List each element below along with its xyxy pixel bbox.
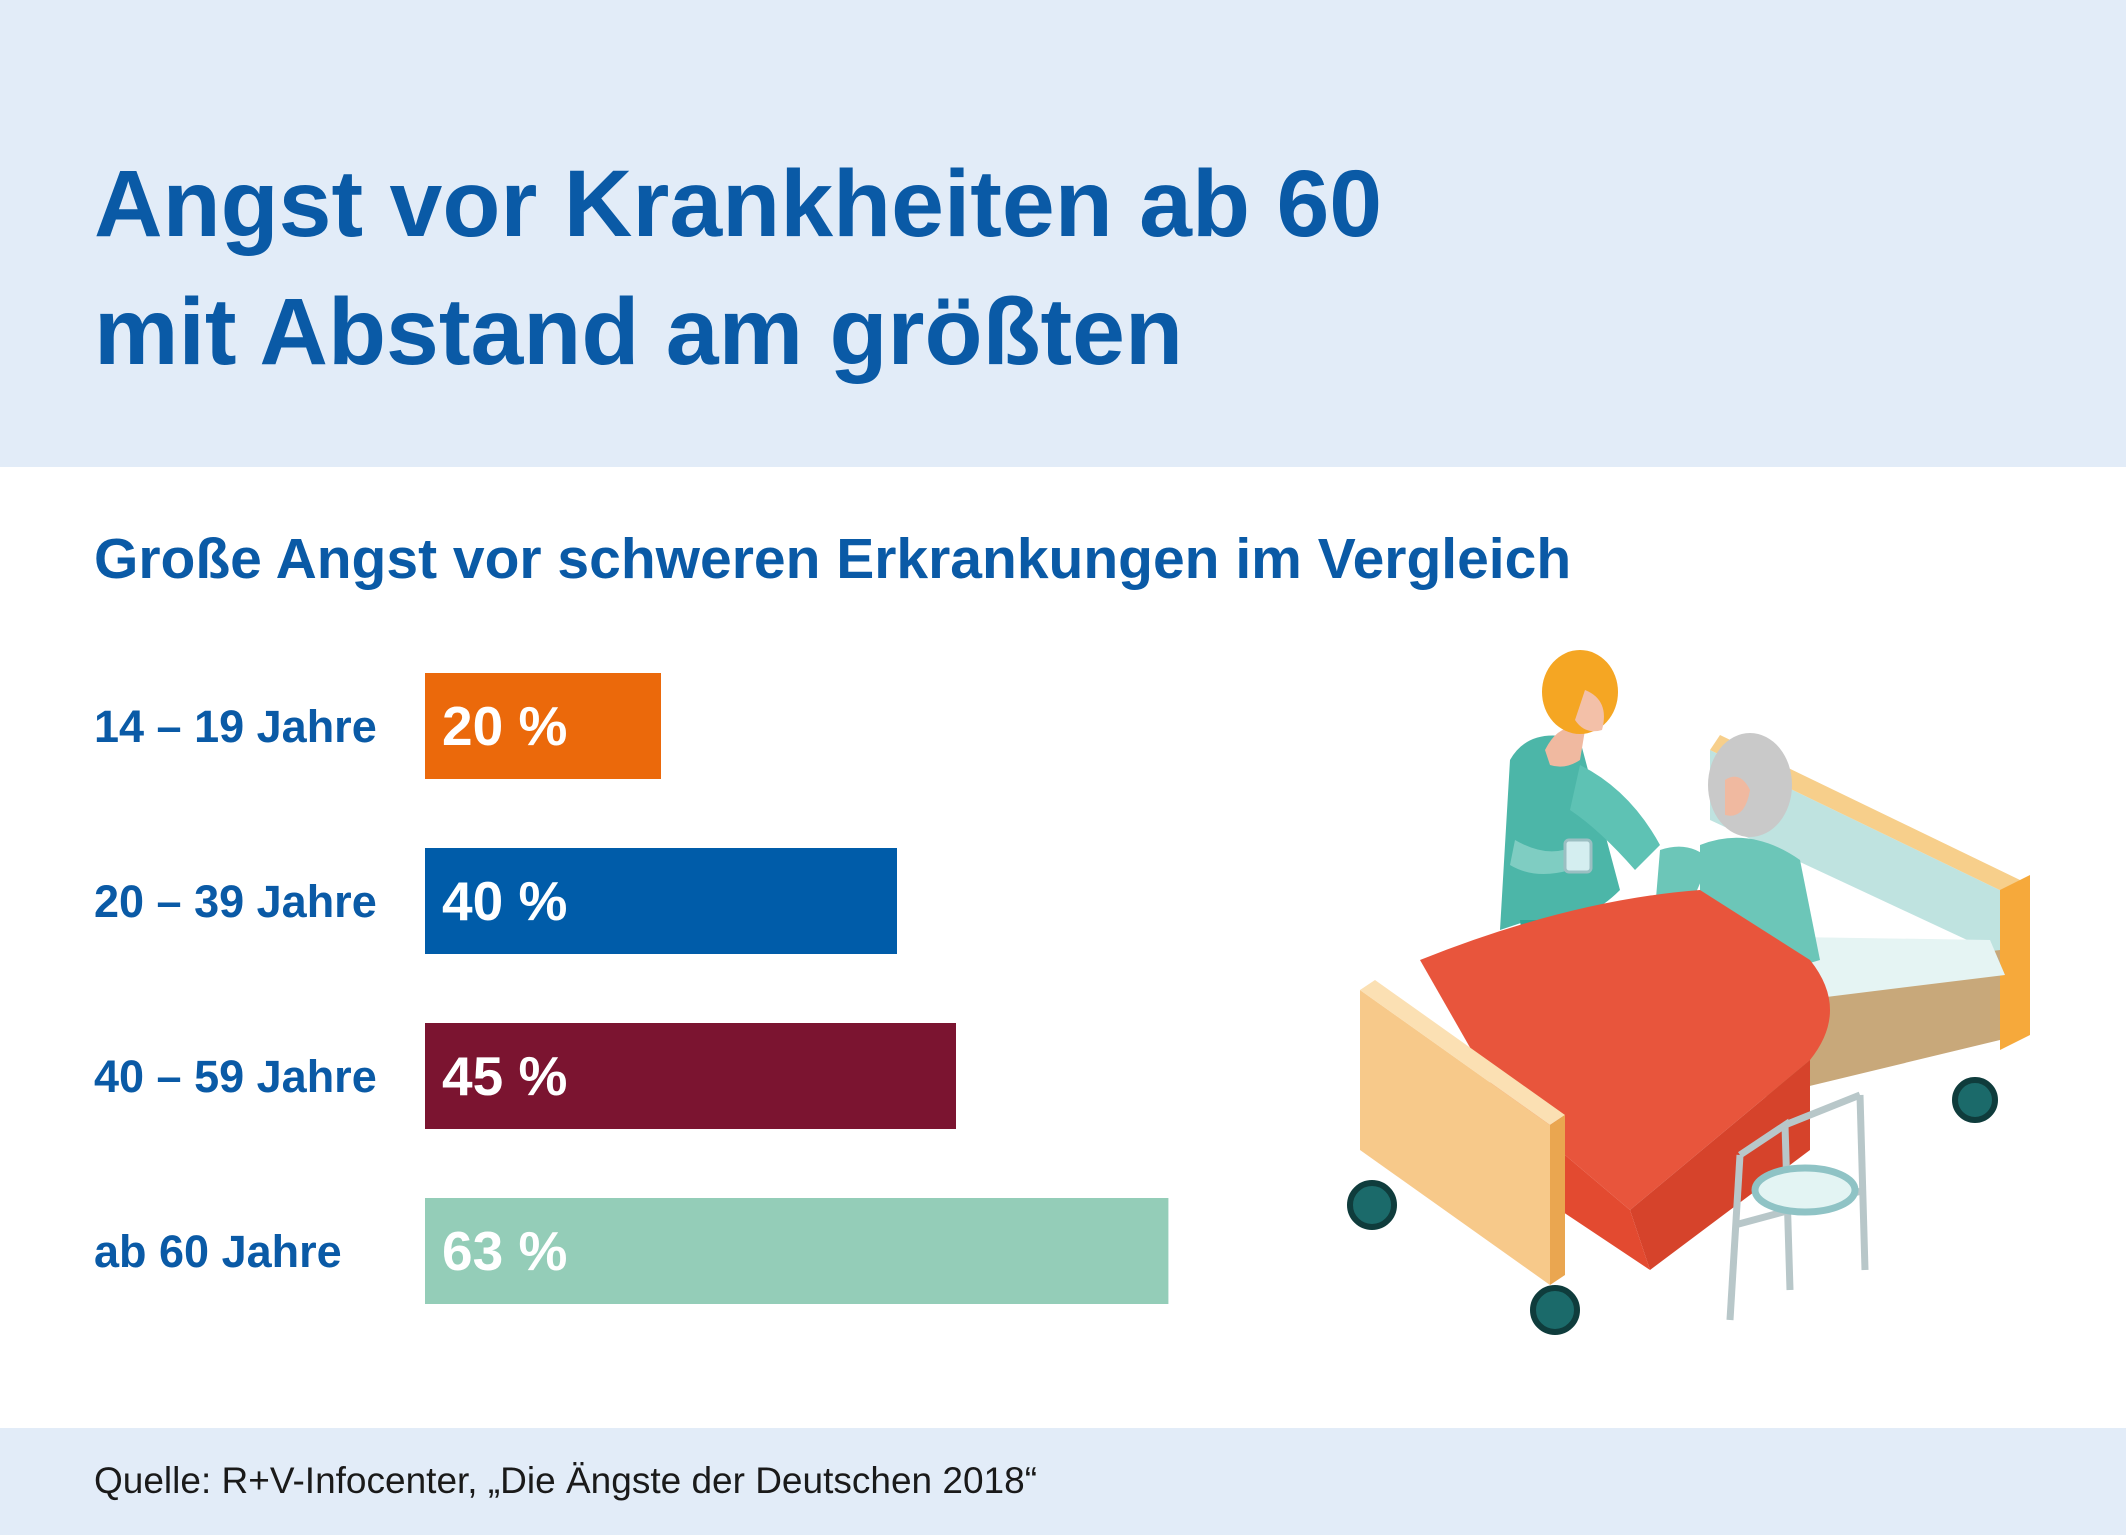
- source-note: Quelle: R+V-Infocenter, „Die Ängste der …: [94, 1460, 1038, 1501]
- header-banner: Angst vor Krankheiten ab 60 mit Abstand …: [0, 0, 2126, 467]
- page-title-line-1: Angst vor Krankheiten ab 60: [94, 151, 1383, 257]
- footer-banner: Quelle: R+V-Infocenter, „Die Ängste der …: [0, 1428, 2126, 1535]
- page-title: Angst vor Krankheiten ab 60 mit Abstand …: [94, 140, 1382, 396]
- category-label: ab 60 Jahre: [94, 1226, 342, 1277]
- walker-frame: [1726, 1091, 1869, 1321]
- bar: [425, 673, 661, 779]
- hospital-bed-caregiver-illustration: [1347, 650, 2030, 1335]
- chart-title: Große Angst vor schweren Erkrankungen im…: [94, 527, 1572, 591]
- category-label: 40 – 59 Jahre: [94, 1051, 377, 1102]
- bar-value-label: 40 %: [442, 870, 567, 932]
- bar-value-label: 63 %: [442, 1220, 567, 1282]
- hospital-bed: [1347, 733, 2030, 1335]
- bar-value-label: 20 %: [442, 695, 567, 757]
- page-title-line-2: mit Abstand am größten: [94, 279, 1184, 385]
- bar: [425, 1023, 956, 1129]
- bar: [425, 1198, 1169, 1304]
- bar: [425, 848, 897, 954]
- category-label: 20 – 39 Jahre: [94, 876, 377, 927]
- bar-value-label: 45 %: [442, 1045, 567, 1107]
- category-label: 14 – 19 Jahre: [94, 701, 377, 752]
- bar-chart: 14 – 19 Jahre 20 % 20 – 39 Jahre 40 % 40 – 5…: [94, 673, 1169, 1304]
